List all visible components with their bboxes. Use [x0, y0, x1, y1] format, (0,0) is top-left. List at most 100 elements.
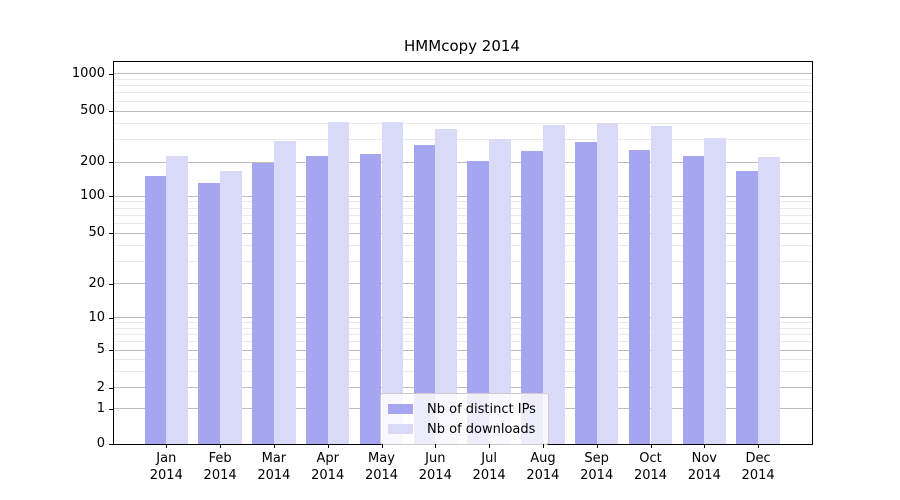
- y-tick-mark: [109, 283, 114, 285]
- y-gridline-minor: [114, 327, 812, 329]
- bar-downloads-jun: [435, 128, 457, 444]
- y-gridline-minor: [114, 341, 812, 343]
- bar-ips-nov: [682, 155, 705, 444]
- y-gridline-major: [114, 317, 812, 319]
- bar-ips-dec: [736, 171, 759, 444]
- y-tick-label: 50: [88, 225, 105, 241]
- x-tick-mark: [273, 444, 275, 448]
- y-tick-label: 5: [96, 342, 105, 358]
- x-tick-mark: [327, 444, 329, 448]
- x-tick-mark: [489, 444, 491, 448]
- y-tick-label: 10: [88, 309, 105, 325]
- y-gridline-minor: [114, 85, 812, 87]
- x-tick-mark: [650, 444, 652, 448]
- bar-ips-jul: [467, 160, 490, 444]
- y-gridline-minor: [114, 322, 812, 324]
- y-tick-mark: [109, 111, 114, 112]
- x-tick-label: Nov 2014: [687, 451, 721, 483]
- x-tick-mark: [758, 444, 760, 448]
- x-tick-label: Aug 2014: [526, 451, 560, 483]
- x-tick-label: Jun 2014: [418, 451, 452, 483]
- bar-downloads-sep: [596, 123, 619, 444]
- y-gridline-major: [114, 195, 812, 197]
- x-tick-label: Sep 2014: [580, 451, 614, 483]
- legend-swatch-downloads: [388, 424, 413, 434]
- x-tick-label: Mar 2014: [257, 451, 291, 483]
- bar-downloads-aug: [542, 124, 565, 444]
- y-gridline-major: [114, 110, 812, 112]
- bar-ips-mar: [252, 163, 274, 444]
- x-tick-mark: [596, 444, 598, 448]
- y-gridline-minor: [114, 358, 812, 360]
- x-tick-label: Feb 2014: [203, 451, 237, 483]
- y-gridline-minor: [114, 100, 812, 102]
- x-tick-mark: [704, 444, 706, 448]
- bar-ips-may: [359, 154, 382, 444]
- y-tick-mark: [109, 408, 114, 410]
- y-gridline-minor: [114, 223, 812, 224]
- x-tick-label: Dec 2014: [741, 451, 775, 483]
- y-tick-mark: [109, 233, 114, 235]
- bar-downloads-jan: [166, 155, 188, 444]
- y-tick-label: 1: [96, 400, 105, 416]
- legend: Nb of distinct IPs Nb of downloads: [380, 393, 549, 445]
- bar-downloads-oct: [650, 126, 673, 444]
- x-tick-mark: [435, 444, 437, 448]
- y-gridline-major: [114, 73, 812, 75]
- bar-downloads-may: [381, 122, 404, 444]
- y-tick-mark: [109, 387, 114, 389]
- y-gridline-minor: [114, 92, 812, 94]
- bar-ips-aug: [521, 150, 543, 444]
- bar-ips-feb: [198, 183, 221, 444]
- legend-row-distinct-ips: Nb of distinct IPs: [388, 399, 536, 419]
- y-gridline-major: [114, 161, 812, 163]
- plot-area: Nb of distinct IPs Nb of downloads: [113, 61, 813, 445]
- y-tick-mark: [109, 350, 114, 352]
- y-tick-mark: [109, 196, 114, 197]
- y-tick-label: 200: [80, 154, 105, 169]
- y-tick-label: 0: [96, 436, 105, 451]
- y-tick-label: 1000: [71, 65, 105, 81]
- x-tick-label: Jul 2014: [472, 451, 506, 483]
- y-gridline-minor: [114, 370, 812, 372]
- x-tick-mark: [381, 444, 383, 448]
- y-gridline-minor: [114, 260, 812, 262]
- y-tick-label: 2: [96, 379, 105, 395]
- y-tick-mark: [109, 73, 114, 75]
- y-gridline-minor: [114, 201, 812, 203]
- bar-downloads-apr: [327, 122, 350, 444]
- x-tick-label: Oct 2014: [633, 451, 668, 483]
- x-tick-mark: [220, 444, 222, 448]
- y-gridline-minor: [114, 78, 812, 80]
- bar-ips-jan: [144, 176, 167, 444]
- legend-label-distinct-ips: Nb of distinct IPs: [427, 401, 536, 417]
- y-gridline-minor: [114, 207, 812, 209]
- y-gridline-major: [114, 349, 812, 351]
- legend-label-downloads: Nb of downloads: [427, 421, 536, 437]
- y-tick-label: 20: [88, 275, 105, 291]
- y-tick-mark: [109, 162, 114, 163]
- y-gridline-minor: [114, 334, 812, 335]
- bar-ips-sep: [575, 142, 597, 444]
- y-tick-label: 500: [80, 103, 105, 118]
- bar-downloads-nov: [704, 137, 726, 444]
- y-gridline-minor: [114, 245, 812, 247]
- x-tick-mark: [542, 444, 544, 448]
- bar-downloads-feb: [220, 171, 242, 444]
- y-gridline-minor: [114, 138, 812, 140]
- x-tick-label: Apr 2014: [311, 451, 345, 483]
- bar-ips-oct: [628, 149, 651, 444]
- bar-ips-jun: [413, 145, 436, 444]
- y-gridline-minor: [114, 214, 812, 216]
- bar-downloads-mar: [273, 141, 296, 444]
- y-gridline-minor: [114, 122, 812, 124]
- bar-ips-apr: [306, 155, 328, 444]
- y-tick-mark: [109, 317, 114, 319]
- x-tick-mark: [166, 444, 168, 448]
- y-tick-label: 100: [80, 188, 105, 203]
- y-gridline-major: [114, 232, 812, 234]
- x-tick-label: May 2014: [364, 451, 399, 483]
- y-gridline-major: [114, 283, 812, 285]
- chart-title: HMMcopy 2014: [404, 37, 520, 55]
